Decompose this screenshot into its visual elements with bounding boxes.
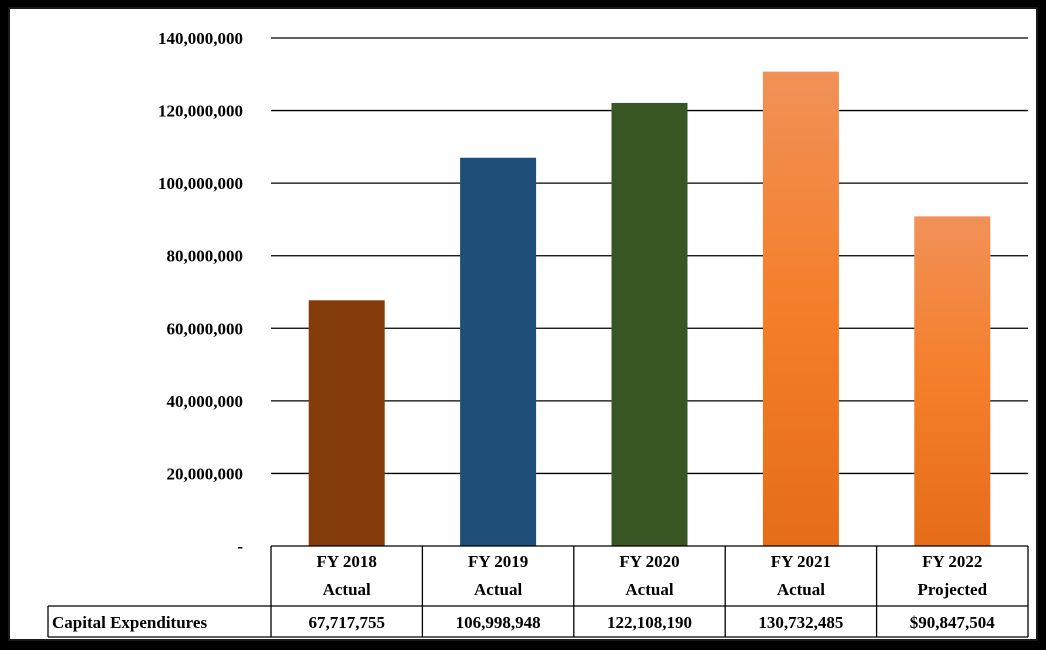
x-category-label: Actual	[474, 580, 522, 599]
x-category-label: FY 2020	[619, 552, 679, 571]
y-tick-label: 60,000,000	[167, 319, 244, 338]
bar	[308, 300, 385, 546]
x-category-label: Actual	[777, 580, 825, 599]
y-tick-label: -	[237, 537, 243, 556]
bar	[914, 216, 991, 547]
y-tick-label: 20,000,000	[167, 464, 244, 483]
capital-expenditures-chart: - 20,000,000 40,000,000 60,000,000 80,000,00…	[47, 29, 1029, 638]
x-category-label: FY 2021	[771, 552, 831, 571]
x-category-label: Projected	[918, 580, 988, 599]
y-tick-label: 120,000,000	[158, 102, 243, 121]
data-table-value: 130,732,485	[758, 613, 843, 632]
y-tick-label: 40,000,000	[167, 392, 244, 411]
data-table-value: 122,108,190	[607, 613, 692, 632]
series-name-label: Capital Expenditures	[52, 613, 207, 632]
bar	[460, 157, 537, 546]
x-category-label: FY 2019	[468, 552, 528, 571]
data-table-value: $90,847,504	[910, 613, 996, 632]
y-tick-label: 100,000,000	[158, 174, 243, 193]
bar	[762, 71, 839, 546]
bar	[611, 102, 688, 547]
x-category-label: Actual	[625, 580, 673, 599]
chart-frame: - 20,000,000 40,000,000 60,000,000 80,000,00…	[8, 7, 1038, 641]
y-tick-label: 80,000,000	[167, 247, 244, 266]
x-category-label: Actual	[323, 580, 371, 599]
data-table-value: 106,998,948	[456, 613, 541, 632]
x-category-label: FY 2018	[317, 552, 377, 571]
x-category-label: FY 2022	[922, 552, 982, 571]
data-table-value: 67,717,755	[308, 613, 385, 632]
y-tick-label: 140,000,000	[158, 29, 243, 48]
